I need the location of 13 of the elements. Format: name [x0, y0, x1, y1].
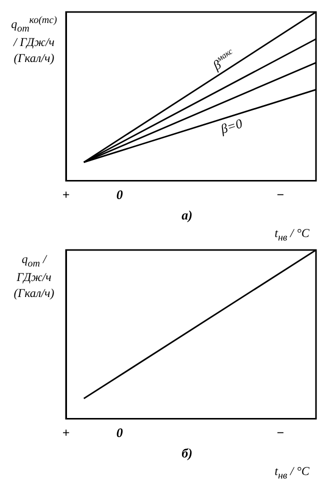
x-tick-label: 0	[116, 424, 124, 440]
y-axis-title: q$_{от}$ / ГДж/ч (Гкал/ч)	[12, 252, 56, 302]
text: βмакс	[209, 46, 234, 74]
text: β=0	[218, 115, 245, 137]
x-axis-title: t$_{нв}$ / °C	[274, 464, 310, 482]
x-tick-label: −	[276, 186, 284, 202]
x-tick-label: −	[276, 424, 284, 440]
x-tick-label: +	[62, 424, 70, 440]
x-tick-label: 0	[116, 186, 124, 202]
x-tick-label: +	[62, 186, 70, 202]
text: а)	[182, 208, 192, 223]
x-axis-title: t$_{нв}$ / °C	[274, 226, 310, 244]
text: б)	[182, 446, 192, 461]
